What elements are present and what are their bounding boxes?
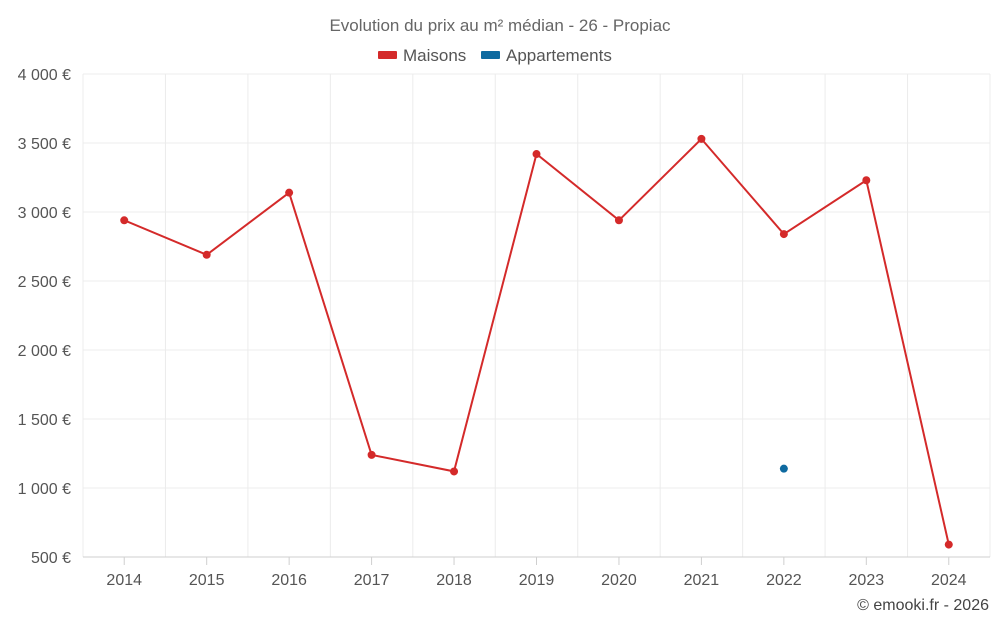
series — [120, 134, 953, 549]
data-point-maisons[interactable] — [120, 216, 129, 225]
chart-title: Evolution du prix au m² médian - 26 - Pr… — [329, 16, 671, 35]
x-tick-label: 2023 — [849, 572, 885, 589]
data-point-maisons[interactable] — [202, 250, 211, 259]
y-tick-label: 500 € — [31, 550, 71, 567]
y-tick-label: 4 000 € — [18, 67, 71, 84]
data-point-appartements[interactable] — [779, 464, 788, 473]
y-tick-label: 1 500 € — [18, 412, 71, 429]
legend-item-maisons[interactable]: Maisons — [378, 46, 466, 65]
series-maisons — [120, 134, 953, 549]
x-tick-label: 2019 — [519, 572, 555, 589]
x-tick-label: 2015 — [189, 572, 225, 589]
legend: Maisons Appartements — [378, 46, 612, 65]
data-point-maisons[interactable] — [367, 450, 376, 459]
data-point-maisons[interactable] — [697, 134, 706, 143]
data-point-maisons[interactable] — [532, 150, 541, 159]
data-point-maisons[interactable] — [285, 188, 294, 197]
grid — [82, 73, 991, 557]
y-tick-label: 3 500 € — [18, 136, 71, 153]
data-point-maisons[interactable] — [862, 176, 871, 185]
legend-label-appartements: Appartements — [506, 46, 612, 65]
y-axis: 500 € 1 000 € 1 500 € 2 000 € 2 500 € 3 000 €… — [18, 67, 71, 567]
x-tick-label: 2021 — [684, 572, 720, 589]
x-axis: 2014 2015 2016 2017 2018 2019 2020 2021 2022 2023… — [83, 556, 990, 589]
y-tick-label: 2 000 € — [18, 343, 71, 360]
legend-item-appartements[interactable]: Appartements — [481, 46, 612, 65]
legend-swatch-maisons — [378, 51, 397, 59]
data-point-maisons[interactable] — [614, 216, 623, 225]
series-appartements — [779, 464, 788, 473]
x-tick-label: 2022 — [766, 572, 802, 589]
legend-label-maisons: Maisons — [403, 46, 466, 65]
y-tick-label: 1 000 € — [18, 481, 71, 498]
credit-text: © emooki.fr - 2026 — [857, 597, 989, 614]
y-tick-label: 2 500 € — [18, 274, 71, 291]
data-point-maisons[interactable] — [779, 230, 788, 239]
x-tick-label: 2020 — [601, 572, 637, 589]
data-point-maisons[interactable] — [450, 467, 459, 476]
y-tick-label: 3 000 € — [18, 205, 71, 222]
x-tick-label: 2014 — [106, 572, 142, 589]
data-point-maisons[interactable] — [944, 540, 953, 549]
legend-swatch-appartements — [481, 51, 500, 59]
x-tick-label: 2018 — [436, 572, 472, 589]
x-tick-label: 2017 — [354, 572, 390, 589]
x-tick-label: 2016 — [271, 572, 307, 589]
x-tick-label: 2024 — [931, 572, 967, 589]
